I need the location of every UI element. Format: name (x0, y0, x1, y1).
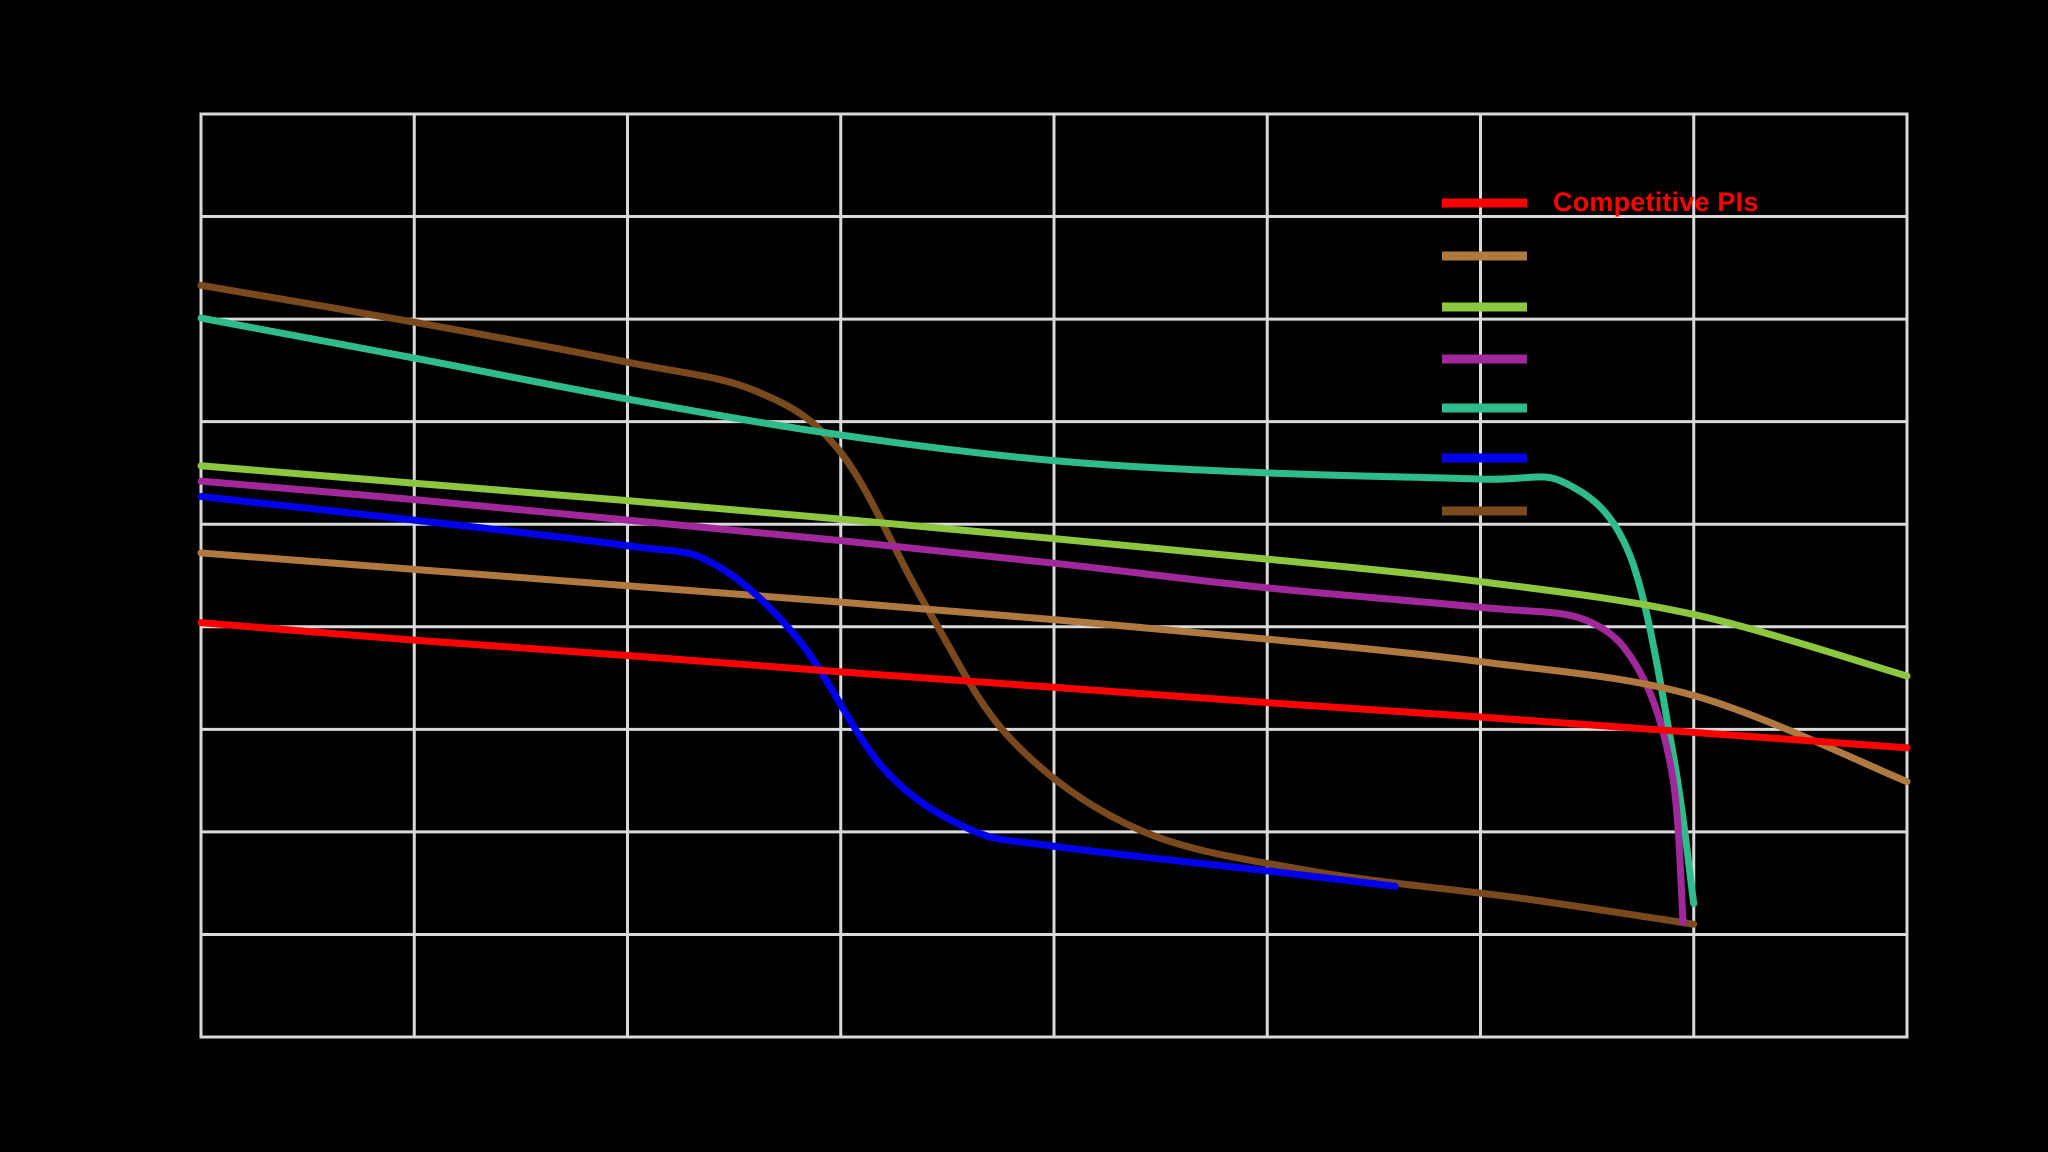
series-line (197, 549, 1911, 786)
legend (1442, 198, 1527, 516)
series-line (197, 462, 1911, 680)
plot-border (199, 112, 1909, 1039)
data-series-group (197, 281, 1911, 928)
series-line (197, 619, 1911, 752)
legend-label: Competitive PIs (1553, 187, 1759, 217)
plot-frame (199, 112, 1909, 1039)
series-line (197, 493, 1399, 890)
